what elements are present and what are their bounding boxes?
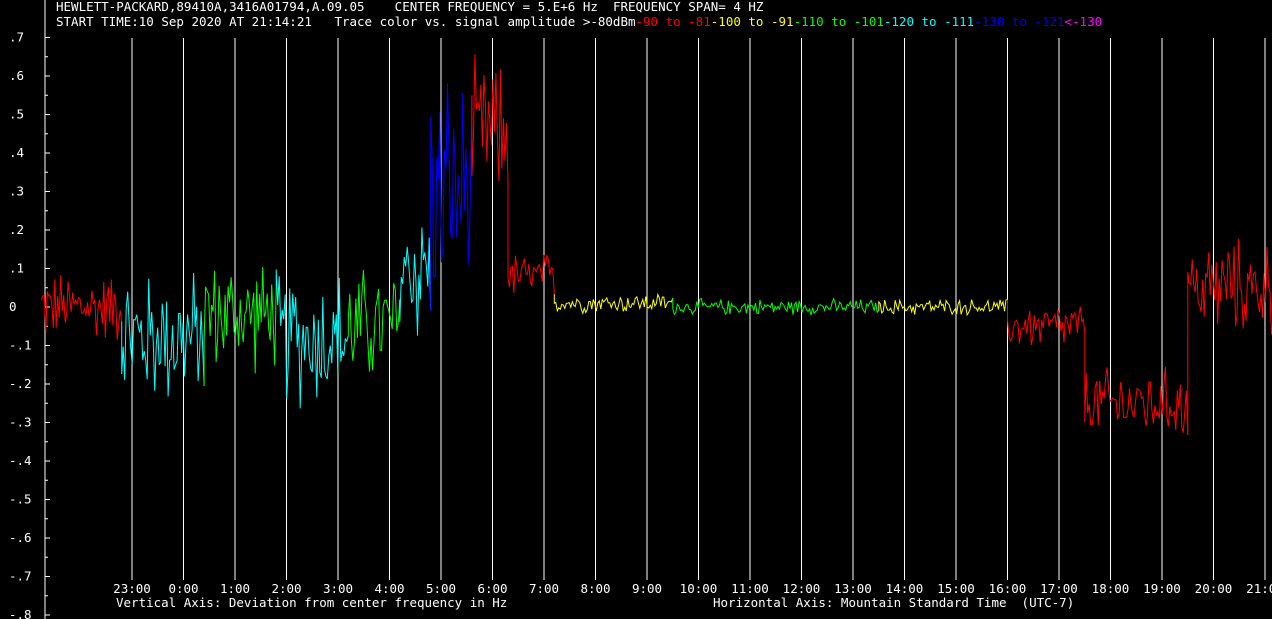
trace-segment (275, 269, 349, 409)
x-tick-label: 18:00 (1092, 581, 1130, 596)
trace-segment (1187, 238, 1272, 435)
x-tick-label: 9:00 (632, 581, 662, 596)
legend-entry: >-80dBm (582, 14, 636, 29)
legend-entry: -90 to -81 (635, 14, 711, 29)
trace-segment (1084, 332, 1189, 435)
y-tick-label: -.7 (9, 569, 32, 584)
x-tick-label: 12:00 (783, 581, 821, 596)
legend-entry: -100 to -91 (710, 14, 794, 29)
x-tick-label: 3:00 (323, 581, 353, 596)
frequency-span: FREQUENCY SPAN= 4 HZ (612, 0, 764, 14)
x-tick-label: 13:00 (834, 581, 872, 596)
frequency-trace (40, 54, 1272, 435)
x-tick-label: 5:00 (426, 581, 456, 596)
trace-segment (203, 266, 277, 386)
legend-intro: Trace color vs. signal amplitude (334, 14, 576, 29)
y-axis-label: Vertical Axis: Deviation from center fre… (116, 595, 507, 610)
y-tick-label: -.5 (9, 492, 32, 507)
x-tick-label: 17:00 (1040, 581, 1078, 596)
y-tick-label: .5 (9, 107, 24, 122)
x-tick-labels: 23:00 0:00 1:00 2:00 3:00 4:00 5:00 6:00 7:00 8:0… (113, 581, 1272, 596)
y-tick-label: -.2 (9, 376, 32, 391)
start-time: START TIME:10 Sep 2020 AT 21:14:21 (56, 14, 312, 29)
x-tick-label: 21:00 (1246, 581, 1272, 596)
y-tick-label: .2 (9, 222, 24, 237)
x-tick-label: 16:00 (989, 581, 1027, 596)
trace-segment (672, 297, 880, 316)
trace-segment (399, 227, 432, 336)
y-tick-label: .7 (9, 30, 24, 45)
y-tick-label: -.3 (9, 415, 32, 430)
trace-segment (121, 272, 205, 397)
y-tick-label: .3 (9, 184, 24, 199)
x-tick-label: 7:00 (529, 581, 559, 596)
trace-segment (553, 292, 674, 315)
y-tick-label: .1 (9, 261, 24, 276)
header-line-1: HEWLETT-PACKARD,89410A,3416A01794,A.09.0… (56, 0, 763, 14)
x-tick-label: 15:00 (937, 581, 975, 596)
y-axis: .7 .6 .5 .4 .3 .2 .1 0 -.1 -.2 -.3 -.4 -.5 -.6 -.7 -.8 (9, 0, 50, 619)
y-tick-label: -.6 (9, 530, 32, 545)
x-tick-label: 10:00 (680, 581, 718, 596)
x-tick-label: 23:00 (113, 581, 151, 596)
trace-segment (430, 83, 473, 311)
header-line-2: START TIME:10 Sep 2020 AT 21:14:21 Trace… (56, 15, 1102, 29)
trace-segment (471, 54, 509, 182)
x-axis-label: Horizontal Axis: Mountain Standard Time … (713, 595, 1074, 610)
color-legend: >-80dBm-90 to -81-100 to -91-110 to -101… (583, 14, 1102, 29)
trace-segment (878, 298, 1008, 317)
trace-segment (507, 180, 555, 295)
y-tick-label: .4 (9, 145, 24, 160)
x-tick-label: 11:00 (731, 581, 769, 596)
x-tick-label: 2:00 (271, 581, 301, 596)
trace-segment (347, 269, 401, 372)
legend-entry: -130 to -121 (974, 14, 1065, 29)
x-tick-label: 19:00 (1143, 581, 1181, 596)
trace-segment (1007, 299, 1086, 346)
y-tick-label: -.8 (9, 607, 32, 619)
y-tick-label: -.4 (9, 453, 32, 468)
hour-grid (131, 38, 1266, 580)
x-tick-label: 1:00 (220, 581, 250, 596)
legend-entry: -120 to -111 (883, 14, 975, 29)
legend-entry: <-130 (1064, 14, 1103, 29)
trace-segment (40, 275, 123, 340)
x-tick-label: 14:00 (886, 581, 924, 596)
x-tick-label: 4:00 (374, 581, 404, 596)
x-tick-label: 8:00 (580, 581, 610, 596)
legend-entry: -110 to -101 (793, 14, 884, 29)
y-tick-label: -.1 (9, 338, 32, 353)
x-tick-label: 6:00 (477, 581, 507, 596)
y-tick-label: .6 (9, 68, 24, 83)
center-frequency: CENTER FREQUENCY = 5.E+6 Hz (394, 0, 598, 14)
instrument-id: HEWLETT-PACKARD,89410A,3416A01794,A.09.0… (56, 0, 365, 14)
x-tick-label: 0:00 (168, 581, 198, 596)
x-tick-label: 20:00 (1195, 581, 1233, 596)
y-tick-label: 0 (9, 299, 17, 314)
